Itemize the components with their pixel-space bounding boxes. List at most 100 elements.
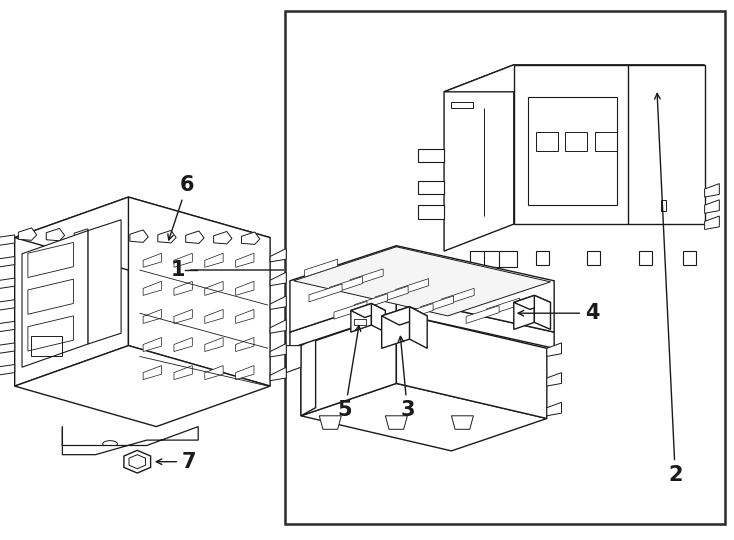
Polygon shape [174, 366, 192, 380]
Polygon shape [205, 366, 223, 380]
Polygon shape [0, 321, 15, 332]
Polygon shape [385, 416, 407, 429]
Polygon shape [421, 296, 454, 314]
Polygon shape [418, 148, 444, 162]
Polygon shape [309, 284, 342, 302]
Polygon shape [382, 307, 410, 348]
Bar [595, 132, 617, 151]
Polygon shape [74, 229, 92, 241]
Bar [31, 336, 62, 356]
Polygon shape [301, 383, 547, 451]
Polygon shape [451, 416, 473, 429]
Polygon shape [143, 338, 161, 352]
Text: 1: 1 [170, 260, 283, 280]
Bar [451, 102, 473, 108]
Bar [354, 319, 366, 325]
Polygon shape [441, 288, 474, 306]
Polygon shape [534, 295, 550, 329]
Polygon shape [0, 364, 15, 375]
Polygon shape [0, 343, 15, 354]
Polygon shape [174, 309, 192, 323]
Polygon shape [587, 251, 600, 265]
Polygon shape [418, 205, 444, 219]
Polygon shape [705, 200, 719, 213]
Polygon shape [0, 256, 15, 267]
Polygon shape [319, 416, 341, 429]
Polygon shape [143, 281, 161, 295]
Polygon shape [294, 247, 550, 316]
Polygon shape [499, 251, 517, 267]
Polygon shape [270, 272, 286, 286]
Polygon shape [514, 295, 534, 329]
Polygon shape [270, 248, 286, 262]
Polygon shape [400, 303, 433, 321]
Polygon shape [15, 346, 270, 427]
Polygon shape [375, 286, 408, 304]
Polygon shape [484, 251, 503, 267]
Polygon shape [22, 231, 88, 367]
Text: 4: 4 [518, 303, 600, 323]
Polygon shape [236, 281, 254, 295]
Polygon shape [129, 455, 145, 469]
Polygon shape [286, 346, 301, 373]
Polygon shape [683, 251, 696, 265]
Polygon shape [639, 251, 652, 265]
Polygon shape [418, 181, 444, 194]
Polygon shape [0, 300, 15, 310]
Polygon shape [301, 313, 396, 416]
Polygon shape [487, 298, 520, 316]
Polygon shape [396, 246, 554, 332]
Polygon shape [236, 338, 254, 352]
Polygon shape [15, 197, 128, 386]
Polygon shape [351, 303, 371, 332]
Text: 6: 6 [168, 174, 195, 240]
Polygon shape [270, 367, 286, 381]
Polygon shape [143, 253, 161, 267]
Polygon shape [371, 303, 385, 332]
Polygon shape [705, 216, 719, 229]
Polygon shape [236, 309, 254, 323]
Polygon shape [143, 309, 161, 323]
Polygon shape [466, 306, 499, 323]
Polygon shape [410, 307, 427, 348]
Polygon shape [130, 230, 148, 242]
Polygon shape [214, 232, 232, 244]
Polygon shape [351, 303, 385, 318]
Bar [661, 200, 666, 211]
Polygon shape [270, 296, 286, 309]
Polygon shape [470, 251, 488, 267]
Polygon shape [0, 278, 15, 289]
Polygon shape [236, 253, 254, 267]
Polygon shape [705, 184, 719, 197]
Polygon shape [15, 197, 270, 278]
Polygon shape [270, 343, 286, 357]
Polygon shape [174, 281, 192, 295]
Polygon shape [330, 276, 363, 294]
Polygon shape [379, 311, 413, 329]
Polygon shape [290, 297, 396, 348]
Polygon shape [28, 279, 73, 314]
Bar [565, 132, 587, 151]
Polygon shape [174, 253, 192, 267]
Polygon shape [547, 343, 562, 356]
Polygon shape [382, 307, 427, 325]
Bar [528, 97, 617, 205]
Polygon shape [205, 253, 223, 267]
Polygon shape [124, 450, 150, 473]
Polygon shape [301, 338, 316, 416]
Polygon shape [205, 338, 223, 352]
Polygon shape [236, 366, 254, 380]
Polygon shape [205, 309, 223, 323]
Polygon shape [88, 220, 121, 344]
Polygon shape [46, 228, 65, 241]
Polygon shape [514, 295, 550, 309]
Polygon shape [396, 279, 429, 296]
Polygon shape [186, 231, 204, 244]
Polygon shape [536, 251, 549, 265]
Text: 5: 5 [338, 326, 361, 421]
Polygon shape [28, 242, 73, 278]
Polygon shape [334, 301, 367, 319]
Polygon shape [102, 230, 120, 242]
Polygon shape [355, 294, 388, 312]
Polygon shape [396, 297, 554, 348]
